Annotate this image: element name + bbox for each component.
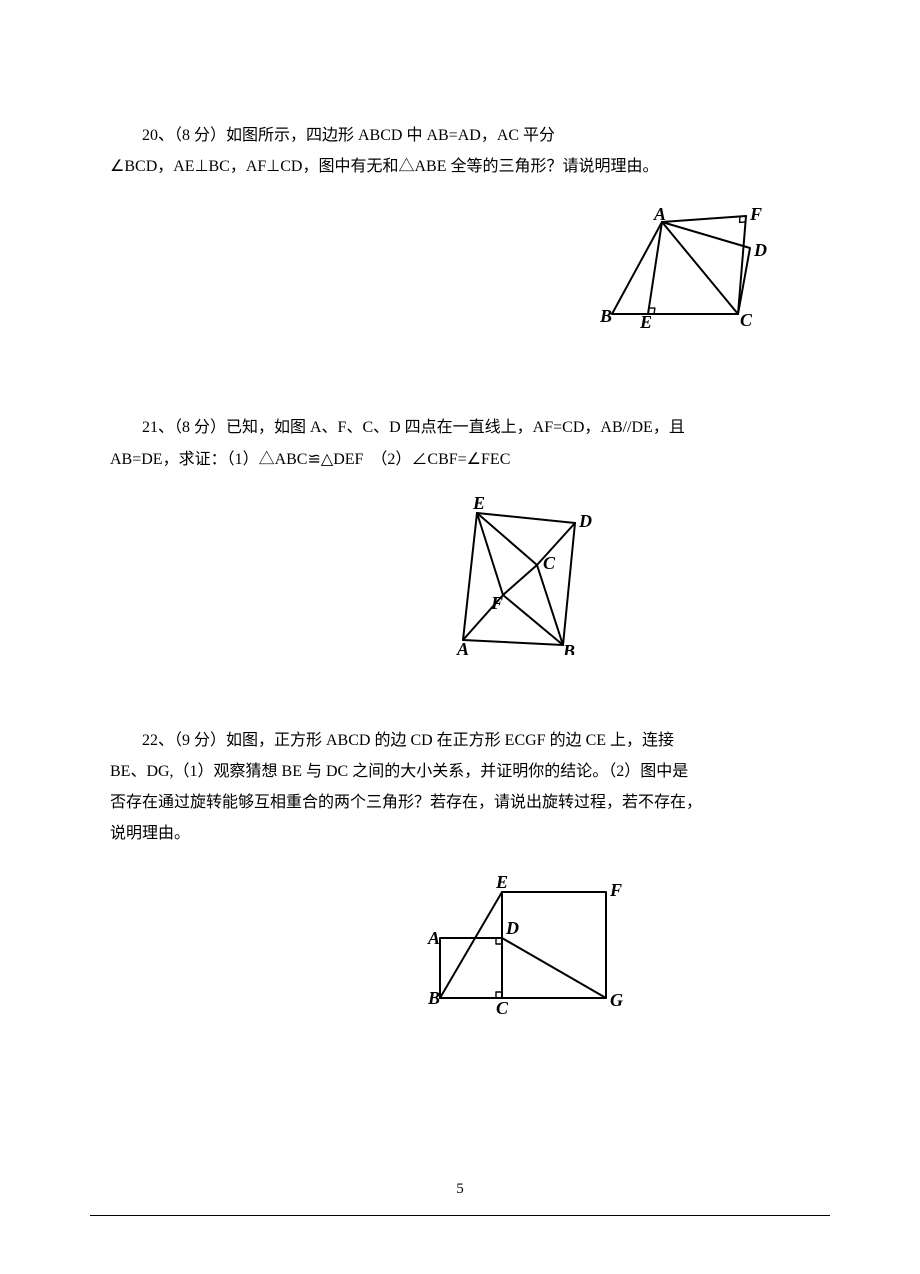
svg-text:F: F bbox=[749, 204, 762, 224]
problem-21-figure: E D A B F C bbox=[110, 495, 810, 655]
svg-text:D: D bbox=[578, 511, 592, 531]
problem-20-line2: ∠BCD，AE⊥BC，AF⊥CD，图中有无和△ABE 全等的三角形？请说明理由。 bbox=[110, 151, 810, 182]
svg-text:A: A bbox=[456, 639, 469, 655]
figure-20-svg: A B C E DF bbox=[590, 202, 770, 332]
svg-text:B: B bbox=[599, 306, 612, 326]
problem-21-line1: 21、（8 分）已知，如图 A、F、C、D 四点在一直线上，AF=CD，AB//… bbox=[110, 412, 810, 443]
page-number: 5 bbox=[0, 1175, 920, 1204]
svg-text:G: G bbox=[610, 990, 623, 1010]
svg-text:D: D bbox=[753, 240, 767, 260]
page: 20、（8 分）如图所示，四边形 ABCD 中 AB=AD，AC 平分 ∠BCD… bbox=[0, 0, 920, 1274]
svg-text:E: E bbox=[495, 872, 508, 892]
problem-21: 21、（8 分）已知，如图 A、F、C、D 四点在一直线上，AF=CD，AB//… bbox=[110, 412, 810, 654]
svg-text:A: A bbox=[653, 204, 666, 224]
problem-22-figure: A B C D E F G bbox=[110, 870, 810, 1020]
problem-22-text: 22、（9 分）如图，正方形 ABCD 的边 CD 在正方形 ECGF 的边 C… bbox=[110, 725, 810, 850]
svg-text:D: D bbox=[505, 918, 519, 938]
svg-text:C: C bbox=[740, 310, 753, 330]
problem-21-line2: AB=DE，求证：（1）△ABC≌△DEF （2）∠CBF=∠FEC bbox=[110, 444, 810, 475]
figure-21-svg: E D A B F C bbox=[435, 495, 605, 655]
svg-text:F: F bbox=[609, 880, 622, 900]
problem-20-line1: 20、（8 分）如图所示，四边形 ABCD 中 AB=AD，AC 平分 bbox=[110, 120, 810, 151]
svg-text:C: C bbox=[543, 553, 556, 573]
problem-22-line1: 22、（9 分）如图，正方形 ABCD 的边 CD 在正方形 ECGF 的边 C… bbox=[110, 725, 810, 756]
svg-text:F: F bbox=[490, 593, 503, 613]
problem-20-text: 20、（8 分）如图所示，四边形 ABCD 中 AB=AD，AC 平分 ∠BCD… bbox=[110, 120, 810, 182]
problem-22-line2: BE、DG,（1）观察猜想 BE 与 DC 之间的大小关系，并证明你的结论。（2… bbox=[110, 756, 810, 787]
problem-22-line3: 否存在通过旋转能够互相重合的两个三角形？若存在，请说出旋转过程，若不存在， bbox=[110, 787, 810, 818]
figure-22-svg: A B C D E F G bbox=[410, 870, 630, 1020]
svg-text:A: A bbox=[427, 928, 440, 948]
problem-20: 20、（8 分）如图所示，四边形 ABCD 中 AB=AD，AC 平分 ∠BCD… bbox=[110, 120, 810, 332]
svg-text:B: B bbox=[427, 988, 440, 1008]
footer-rule bbox=[90, 1215, 830, 1216]
svg-text:C: C bbox=[496, 998, 509, 1018]
svg-text:E: E bbox=[639, 312, 652, 332]
svg-text:B: B bbox=[562, 641, 575, 655]
problem-20-figure: A B C E DF bbox=[110, 202, 810, 332]
problem-22: 22、（9 分）如图，正方形 ABCD 的边 CD 在正方形 ECGF 的边 C… bbox=[110, 725, 810, 1020]
problem-21-text: 21、（8 分）已知，如图 A、F、C、D 四点在一直线上，AF=CD，AB//… bbox=[110, 412, 810, 474]
problem-22-line4: 说明理由。 bbox=[110, 818, 810, 849]
svg-text:E: E bbox=[472, 495, 485, 513]
